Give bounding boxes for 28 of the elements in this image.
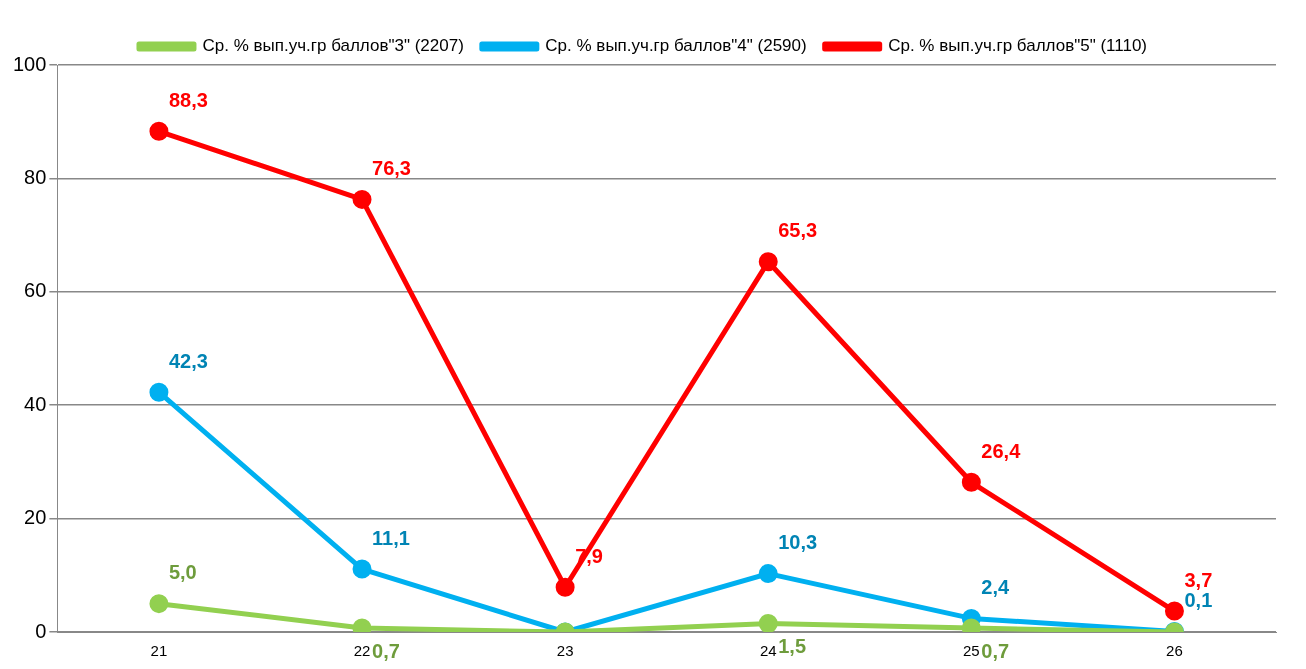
data-label: 0,7 bbox=[981, 639, 1010, 662]
x-tick-label: 23 bbox=[556, 642, 574, 660]
data-label: 1,5 bbox=[778, 635, 807, 658]
data-label: 0,7 bbox=[372, 639, 400, 662]
data-label: 11,1 bbox=[372, 526, 410, 549]
y-tick-label: 20 bbox=[24, 506, 47, 529]
legend-label: Ср. % вып.уч.гр баллов"5" (1110) bbox=[888, 36, 1148, 56]
data-label: 65,3 bbox=[778, 219, 818, 242]
data-label: 76,3 bbox=[372, 156, 411, 179]
data-label: 3,7 bbox=[1184, 568, 1213, 591]
data-label: 88,3 bbox=[168, 88, 208, 111]
y-tick-label: 40 bbox=[24, 392, 47, 415]
x-tick-label: 21 bbox=[150, 642, 168, 660]
data-label: 26,4 bbox=[981, 439, 1022, 462]
data-label: 2,4 bbox=[981, 575, 1011, 598]
x-tick-label: 24 bbox=[759, 642, 777, 660]
x-tick-label: 22 bbox=[353, 642, 371, 660]
legend-label: Ср. % вып.уч.гр баллов"4" (2590) bbox=[545, 36, 807, 56]
y-tick-label: 80 bbox=[24, 165, 47, 188]
y-tick-label: 100 bbox=[12, 52, 47, 75]
y-tick-label: 0 bbox=[35, 619, 47, 642]
y-tick-label: 60 bbox=[24, 279, 47, 302]
data-label: 10,3 bbox=[778, 531, 818, 554]
x-tick-label: 26 bbox=[1166, 642, 1183, 660]
data-label: 42,3 bbox=[168, 349, 208, 372]
data-label: 5,0 bbox=[168, 561, 197, 584]
legend-label: Ср. % вып.уч.гр баллов"3" (2207) bbox=[202, 36, 464, 56]
x-tick-label: 25 bbox=[963, 642, 980, 660]
